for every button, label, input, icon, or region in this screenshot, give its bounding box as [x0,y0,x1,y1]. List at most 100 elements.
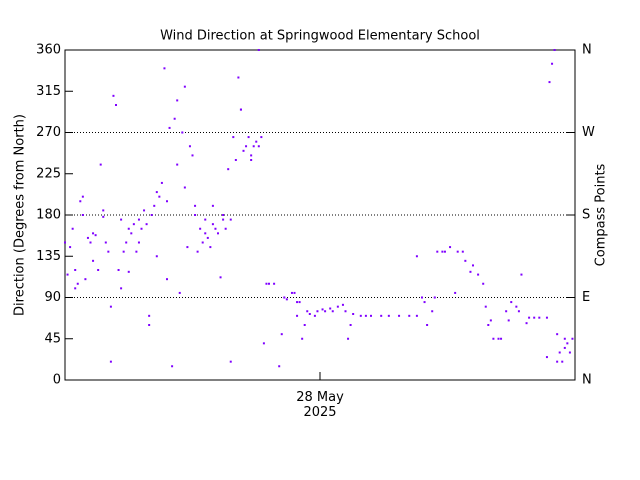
point [135,250,138,253]
point [517,310,520,313]
point [176,163,179,166]
point [545,316,548,319]
point [426,324,429,326]
point [214,227,217,230]
point [122,250,125,253]
point [117,269,120,271]
point [349,324,352,326]
point [262,342,265,345]
point [298,301,301,304]
point [160,181,163,184]
point [166,200,168,203]
point [551,62,554,65]
point [81,214,84,216]
point [324,310,327,313]
point [313,314,316,317]
point [181,131,184,134]
point [229,218,232,221]
y-tick-label: 360 [36,43,61,58]
point [520,273,523,276]
point [222,218,225,221]
point [79,200,82,203]
point [260,136,263,139]
point [336,305,339,308]
point [107,250,110,253]
point [209,246,212,249]
point [150,214,153,216]
point [137,241,140,244]
point [219,276,222,279]
point [176,99,179,102]
point [140,227,143,230]
point [285,298,288,301]
point [64,241,66,244]
point [166,278,168,281]
point [443,250,446,253]
point [515,305,518,308]
point [533,316,536,319]
point [257,49,260,51]
point [268,282,270,285]
point [293,291,296,294]
point [255,140,258,143]
point [171,365,174,368]
point [341,303,344,306]
point [561,360,564,363]
y-tick-label: 90 [44,290,61,305]
point [148,314,151,317]
chart-title: Wind Direction at Springwood Elementary … [160,29,480,44]
point [227,168,230,171]
point [290,291,293,294]
point [477,273,480,276]
point [296,314,299,317]
point [347,337,350,340]
point [188,145,191,148]
point [387,314,390,317]
x-tick-label: 28 May 2025 [296,390,344,420]
point [229,360,232,363]
point [242,149,245,152]
point [102,215,105,218]
point [158,195,161,198]
point [436,250,439,253]
point [306,310,309,313]
point [153,204,156,207]
point [252,145,255,148]
point [102,209,105,212]
point [545,356,548,359]
point [178,291,181,294]
point [364,314,367,317]
point [280,333,283,336]
y2-tick-label: S [582,208,590,223]
point [563,346,566,349]
y-tick-label: 225 [36,166,61,181]
point [115,104,117,106]
point [76,282,79,285]
point [74,269,77,271]
point [257,145,260,148]
point [194,214,197,216]
y2-tick-label: N [582,373,592,388]
point [250,154,253,157]
point [484,305,487,308]
point [563,337,566,340]
point [232,136,235,139]
point [415,314,418,317]
point [461,250,464,253]
point [92,232,95,235]
point [155,191,158,194]
point [211,223,214,226]
point [201,241,204,244]
point [556,360,559,363]
y-tick-label: 0 [53,373,61,388]
point [301,337,304,340]
point [234,159,237,161]
point [408,314,411,317]
point [143,209,146,212]
point [168,126,171,129]
point [352,313,355,315]
point [224,227,227,230]
point [71,227,74,230]
point [109,305,112,308]
